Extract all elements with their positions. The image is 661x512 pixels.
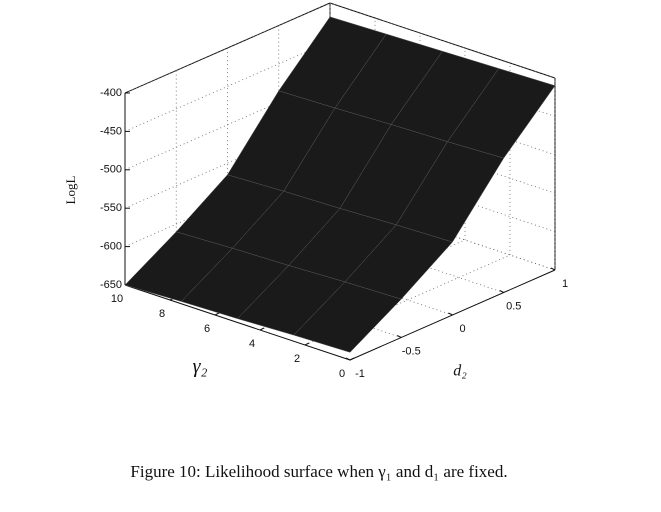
z-tick-label: -450 (100, 125, 122, 137)
z-tick-label: -600 (100, 241, 122, 253)
x-tick (448, 312, 453, 316)
y-tick-label: 6 (204, 323, 210, 335)
x-tick-label: -1 (355, 368, 365, 380)
x-tick-label: -0.5 (402, 345, 421, 357)
x-axis-label: d₂ (453, 363, 467, 380)
y-tick-label: 8 (159, 308, 165, 320)
z-tick-label: -550 (100, 202, 122, 214)
y-tick-label: 0 (339, 368, 345, 380)
y-tick (259, 327, 265, 331)
y-tick (304, 342, 310, 346)
y-tick (214, 312, 220, 316)
x-tick (550, 267, 556, 271)
x-tick-label: 0.5 (506, 300, 521, 312)
z-tick-label: -500 (100, 164, 122, 176)
box-edge (329, 2, 556, 79)
z-tick-label: -650 (100, 279, 122, 291)
y-axis (124, 284, 351, 361)
x-tick-label: 0 (459, 323, 465, 335)
x-tick (499, 290, 504, 293)
y-tick-label: 10 (111, 293, 123, 305)
caption: Figure 10: Likelihood surface when γ₁ an… (130, 462, 507, 481)
z-axis-label: LogL (63, 176, 78, 205)
z-tick-label: -400 (100, 87, 122, 99)
surface-patch (447, 68, 556, 159)
x-tick (345, 357, 351, 361)
y-tick (349, 357, 355, 361)
x-tick (397, 335, 402, 338)
y-tick-label: 2 (294, 353, 300, 365)
y-tick-label: 4 (249, 338, 255, 350)
x-tick-label: 1 (562, 278, 568, 290)
y-axis-label: γ₂ (193, 356, 208, 378)
box-edge (124, 2, 331, 94)
